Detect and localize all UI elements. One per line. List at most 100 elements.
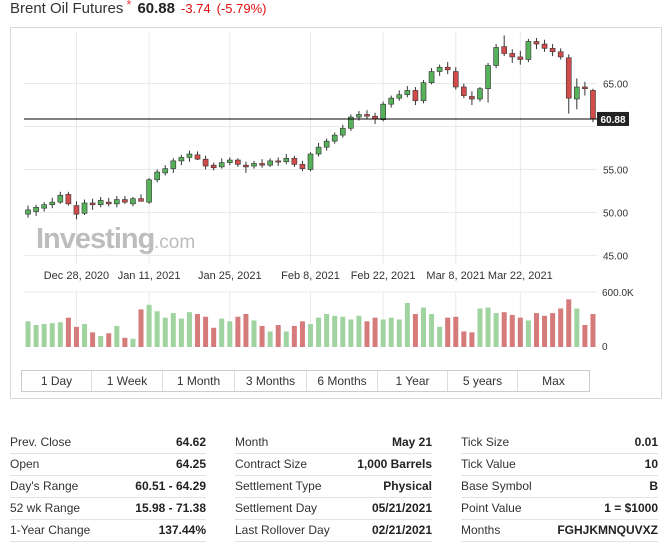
candle-body xyxy=(509,53,516,58)
range-button-1-month[interactable]: 1 Month xyxy=(163,371,235,391)
candle-body xyxy=(420,82,427,102)
y-tick-label: 50.00 xyxy=(603,208,628,219)
candle-body xyxy=(565,57,572,99)
candle-body xyxy=(146,179,152,203)
volume-bar xyxy=(501,312,507,347)
stat-value: 10 xyxy=(644,457,658,471)
candle-body xyxy=(396,94,403,99)
candle-body xyxy=(275,160,282,163)
y-tick-label: 45.00 xyxy=(603,251,628,262)
candle-body xyxy=(356,114,362,118)
range-button-1-day[interactable]: 1 Day xyxy=(22,371,92,391)
volume-bar xyxy=(82,324,88,347)
range-button-1-week[interactable]: 1 Week xyxy=(92,371,163,391)
volume-bar xyxy=(25,321,31,347)
candle-body xyxy=(89,202,96,206)
candle-body xyxy=(138,198,144,202)
volume-bar xyxy=(291,325,297,347)
candle-body xyxy=(41,204,47,209)
stat-row: 52 wk Range 15.98 - 71.38 xyxy=(10,498,206,520)
candle-body xyxy=(315,146,322,155)
volume-bar xyxy=(316,317,322,347)
volume-bar xyxy=(114,325,120,347)
volume-bar xyxy=(469,332,475,347)
range-button-1-year[interactable]: 1 Year xyxy=(378,371,448,391)
stat-row: Settlement Day 05/21/2021 xyxy=(235,498,432,520)
volume-bar xyxy=(485,307,491,347)
volume-bar xyxy=(461,331,467,347)
candle-body xyxy=(97,200,104,206)
candle-body xyxy=(557,51,564,58)
candle-body xyxy=(226,159,233,163)
volume-bar xyxy=(542,315,548,347)
candle-body xyxy=(339,127,346,136)
stat-label: 1-Year Change xyxy=(10,523,91,537)
candle-body xyxy=(525,41,532,60)
range-button-3-months[interactable]: 3 Months xyxy=(235,371,307,391)
price-chart[interactable]: 45.00 50.00 55.00 65.00 Dec 28, 2020 Jan 11, … xyxy=(0,0,666,370)
candle-body xyxy=(501,46,507,54)
range-button-6-months[interactable]: 6 Months xyxy=(307,371,378,391)
volume-bar xyxy=(73,326,79,347)
stat-label: Last Rollover Day xyxy=(235,523,330,537)
candle-body xyxy=(590,90,596,120)
range-selector: 1 Day 1 Week 1 Month 3 Months 6 Months 1 Year… xyxy=(21,370,590,392)
volume-tick-label: 0 xyxy=(602,342,608,353)
volume-bar xyxy=(90,332,96,347)
volume-bar xyxy=(493,313,499,347)
stat-label: Open xyxy=(10,457,40,471)
range-button-5-years[interactable]: 5 years xyxy=(448,371,518,391)
candle-body xyxy=(412,90,419,102)
volume-bar xyxy=(146,304,152,347)
stat-value: 64.62 xyxy=(175,435,206,449)
candle-body xyxy=(380,103,386,120)
volume-bar xyxy=(154,311,160,347)
candle-body xyxy=(202,158,209,167)
watermark-logo: Investing xyxy=(36,223,154,255)
volume-bar xyxy=(388,317,394,347)
volume-bar xyxy=(477,308,483,347)
current-price-label: 60.88 xyxy=(600,115,625,126)
candle-body xyxy=(210,164,217,169)
chart-frame xyxy=(10,27,662,399)
volume-bar xyxy=(445,317,451,347)
stat-label: Month xyxy=(235,435,269,449)
candle-body xyxy=(452,71,459,88)
candle-body xyxy=(541,43,548,49)
range-button-max[interactable]: Max xyxy=(518,371,589,391)
volume-bar xyxy=(517,317,523,347)
stat-row: Months FGHJKMNQUVXZ xyxy=(461,520,658,542)
price-change-percent: (-5.79%) xyxy=(216,1,267,16)
candle-body xyxy=(267,160,273,166)
candle-body xyxy=(477,88,483,100)
stat-label: Settlement Type xyxy=(235,479,322,493)
candle-body xyxy=(404,90,411,96)
volume-bar xyxy=(235,316,241,347)
stat-label: Tick Value xyxy=(461,457,516,471)
volume-bar xyxy=(574,308,580,347)
volume-bar xyxy=(525,320,531,347)
candle-body xyxy=(549,48,556,53)
candle-body xyxy=(154,171,160,181)
candle-body xyxy=(73,205,80,215)
volume-bar xyxy=(372,317,378,347)
volume-bar xyxy=(453,316,459,347)
stat-value: May 21 xyxy=(391,435,432,449)
price-change: -3.74 xyxy=(180,1,211,16)
volume-bar xyxy=(437,326,443,347)
candle-body xyxy=(436,66,443,72)
stat-row: Prev. Close 64.62 xyxy=(10,432,206,454)
volume-bar xyxy=(364,321,370,347)
candle-body xyxy=(348,116,354,129)
candle-body xyxy=(372,115,378,120)
volume-bar xyxy=(324,314,330,347)
candle-body xyxy=(283,158,290,163)
volume-bar xyxy=(211,327,217,347)
stat-value: 15.98 - 71.38 xyxy=(135,501,206,515)
candle-body xyxy=(130,198,136,205)
candle-body xyxy=(323,140,330,148)
stat-label: Day's Range xyxy=(10,479,79,493)
candle-body xyxy=(162,168,169,174)
stat-row: Point Value 1 = $1000 xyxy=(461,498,658,520)
volume-bar xyxy=(380,319,386,347)
